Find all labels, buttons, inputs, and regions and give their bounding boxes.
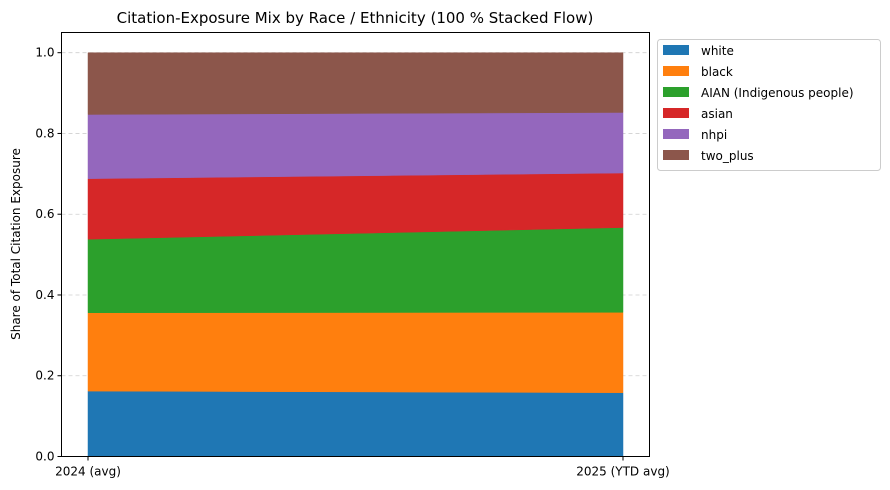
x-axis: 2024 (avg) 2025 (YTD avg) bbox=[55, 456, 670, 479]
area-nhpi bbox=[87, 112, 624, 179]
area-two-plus bbox=[87, 52, 624, 115]
y-tick-label: 1.0 bbox=[35, 46, 54, 60]
legend-label: white bbox=[701, 44, 734, 58]
legend-label: nhpi bbox=[701, 128, 727, 142]
x-tick-label: 2024 (avg) bbox=[55, 465, 121, 479]
area-asian bbox=[87, 172, 624, 240]
y-axis-label: Share of Total Citation Exposure bbox=[9, 148, 23, 340]
legend-label: asian bbox=[701, 107, 733, 121]
legend-label: two_plus bbox=[701, 149, 754, 163]
legend-box bbox=[657, 39, 881, 171]
series-areas bbox=[87, 52, 624, 457]
legend-swatch bbox=[663, 150, 689, 160]
legend-swatch bbox=[663, 87, 689, 97]
y-tick-label: 0.8 bbox=[35, 126, 54, 140]
area-aian-indigenous-people bbox=[87, 227, 624, 313]
chart-title: Citation-Exposure Mix by Race / Ethnicit… bbox=[117, 9, 594, 27]
legend-swatch bbox=[663, 129, 689, 139]
legend-swatch bbox=[663, 45, 689, 55]
plot-frame bbox=[61, 32, 650, 457]
area-black bbox=[87, 312, 624, 393]
legend-label: black bbox=[701, 65, 733, 79]
legend-swatch bbox=[663, 66, 689, 76]
y-tick-label: 0.6 bbox=[35, 207, 54, 221]
legend-label: AIAN (Indigenous people) bbox=[701, 86, 854, 100]
area-white bbox=[87, 390, 624, 457]
x-tick-label: 2025 (YTD avg) bbox=[576, 465, 670, 479]
y-tick-label: 0.0 bbox=[35, 450, 54, 464]
y-axis: 0.0 0.2 0.4 0.6 0.8 1.0 bbox=[35, 46, 62, 464]
y-tick-label: 0.4 bbox=[35, 288, 54, 302]
legend-swatch bbox=[663, 108, 689, 118]
y-tick-label: 0.2 bbox=[35, 369, 54, 383]
legend: white black AIAN (Indigenous people) asian n… bbox=[657, 39, 881, 171]
